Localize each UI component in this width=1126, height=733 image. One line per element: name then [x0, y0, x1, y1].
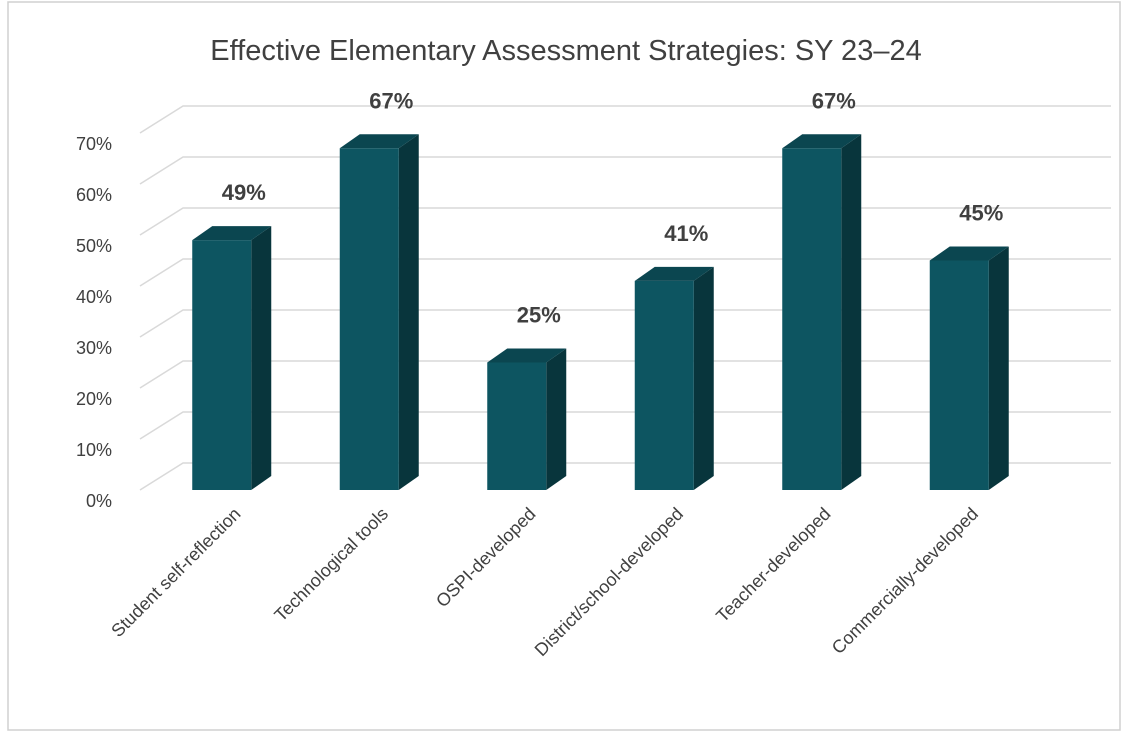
- bar-face: [693, 266, 714, 490]
- bar-face: [339, 148, 399, 491]
- bar-face: [251, 226, 272, 490]
- y-tick-label: 50%: [76, 236, 112, 256]
- bar-face: [929, 260, 989, 490]
- chart-title: Effective Elementary Assessment Strategi…: [210, 35, 921, 67]
- value-label: 67%: [812, 88, 856, 113]
- bar-face: [782, 148, 842, 491]
- bar-face: [988, 246, 1009, 490]
- value-label: 25%: [517, 303, 561, 328]
- bar-face: [487, 348, 567, 363]
- bar-face: [339, 134, 419, 149]
- bar-face: [546, 348, 567, 490]
- bar-face: [841, 134, 862, 491]
- bar-face: [634, 266, 714, 281]
- bar: [929, 246, 1009, 490]
- y-tick-label: 40%: [76, 287, 112, 307]
- y-tick-label: 10%: [76, 440, 112, 460]
- bar: [634, 266, 714, 490]
- y-tick-label: 20%: [76, 389, 112, 409]
- bar-face: [929, 246, 1009, 261]
- grid-line: [139, 105, 1111, 134]
- y-tick-label: 0%: [86, 491, 112, 511]
- bar: [487, 348, 567, 490]
- y-tick-label: 60%: [76, 185, 112, 205]
- bar-face: [487, 362, 547, 490]
- bar-face: [782, 134, 862, 149]
- bar-face: [634, 280, 694, 490]
- bar-face: [192, 226, 272, 241]
- bar-face: [398, 134, 419, 491]
- value-label: 67%: [369, 88, 413, 113]
- bar-face: [192, 240, 252, 490]
- value-label: 49%: [222, 180, 266, 205]
- value-label: 41%: [664, 221, 708, 246]
- bar: [782, 134, 862, 491]
- y-tick-label: 70%: [76, 134, 112, 154]
- y-tick-label: 30%: [76, 338, 112, 358]
- bar: [339, 134, 419, 491]
- value-label: 45%: [959, 201, 1003, 226]
- bar: [192, 226, 272, 490]
